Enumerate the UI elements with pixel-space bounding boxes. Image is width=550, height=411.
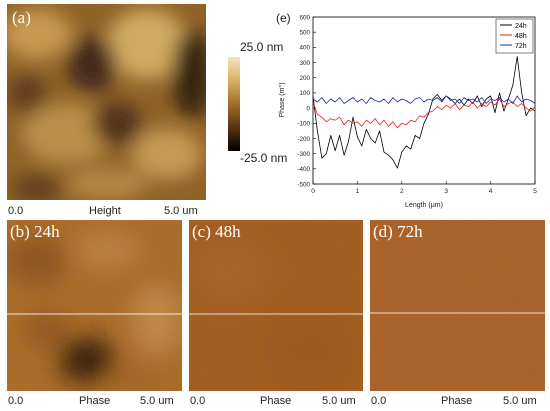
y-tick-label: 100 [299,90,310,97]
panel-label-a: (a) [12,8,31,27]
y-tick-label: 200 [299,75,310,82]
legend-label-48h: 48h [515,33,527,40]
y-tick-label: 600 [299,14,310,21]
panel-a-scale-end: 5.0 um [164,205,198,217]
colorbar-min-label: -25.0 nm [240,151,288,165]
phase-image-b: (b) 24h [7,220,182,391]
y-tick-label: -100 [297,121,310,128]
phase-image-c: (c) 48h [189,220,363,391]
panel-b-channel-label: Phase [79,395,111,407]
chart-panel-label: (e) [276,11,291,25]
height-image-a: (a) [7,4,206,200]
colorbar-max-label: 25.0 nm [240,40,284,54]
panel-c-scale-start: 0.0 [190,395,206,407]
panel-b-scale-start: 0.0 [8,395,24,407]
panel-d-channel-label: Phase [441,395,473,407]
x-tick-label: 3 [444,188,448,195]
legend-label-24h: 24h [515,23,527,30]
x-tick-label: 5 [533,188,537,195]
y-tick-label: -200 [297,136,310,143]
panel-label-b: (b) 24h [10,222,60,241]
y-tick-label: -300 [297,151,310,158]
series-line-48h [312,98,536,129]
chart-frame [312,16,536,185]
chart-legend: 24h 48h 72h [495,18,534,54]
phase-profile-chart: -500-400-300-200-1000100200300400500600 … [276,11,537,209]
panel-d-scale-start: 0.0 [371,395,387,407]
chart-x-axis-label: Length (μm) [405,202,443,209]
legend-label-72h: 72h [515,43,527,50]
chart-y-axis-label: Phase (m°) [278,82,286,117]
series-line-24h [312,56,536,169]
y-tick-label: 400 [299,45,310,52]
panel-label-d: (d) 72h [373,222,423,241]
panel-c-channel-label: Phase [260,395,292,407]
panel-d-scale-end: 5.0 um [503,395,537,407]
y-tick-label: 0 [306,105,310,112]
panel-a-channel-label: Height [89,205,121,217]
phase-image-d: (d) 72h [370,220,545,391]
y-tick-label: -500 [297,181,310,188]
series-line-72h [312,95,536,104]
y-tick-label: 500 [299,29,310,36]
panel-a-scale-start: 0.0 [8,205,24,217]
y-tick-label: -400 [297,166,310,173]
x-tick-label: 1 [356,188,360,195]
colorbar [228,57,240,151]
x-tick-label: 2 [400,188,404,195]
panel-c-scale-end: 5.0 um [322,395,356,407]
panel-b-scale-end: 5.0 um [140,395,174,407]
panel-label-c: (c) 48h [192,222,241,241]
y-tick-label: 300 [299,60,310,67]
x-tick-label: 0 [311,188,315,195]
x-tick-label: 4 [489,188,493,195]
